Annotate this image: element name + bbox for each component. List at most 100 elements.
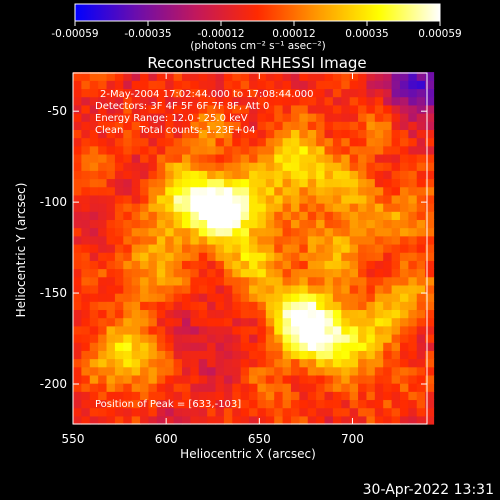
heatmap-cell (131, 399, 141, 409)
heatmap-cell (240, 366, 250, 376)
heatmap-cell (257, 219, 267, 229)
heatmap-cell (349, 366, 359, 376)
heatmap-cell (282, 145, 292, 155)
heatmap-cell (349, 219, 359, 229)
heatmap-cell (399, 145, 409, 155)
heatmap-cell (215, 342, 225, 351)
heatmap-cell (173, 170, 183, 180)
heatmap-cell (399, 235, 409, 245)
heatmap-cell (341, 309, 351, 319)
heatmap-cell (181, 170, 191, 180)
heatmap-cell (156, 391, 166, 401)
heatmap-cell (240, 374, 250, 384)
heatmap-cell (123, 178, 133, 188)
heatmap-cell (358, 317, 368, 327)
heatmap-cell (416, 399, 426, 409)
heatmap-cell (190, 374, 200, 384)
heatmap-cell (89, 391, 99, 401)
heatmap-cell (190, 415, 200, 425)
heatmap-cell (391, 399, 401, 409)
heatmap-cell (316, 194, 326, 204)
heatmap-cell (190, 317, 200, 327)
heatmap-cell (391, 162, 401, 171)
heatmap-cell (282, 309, 292, 319)
heatmap-cell (89, 211, 99, 221)
heatmap-cell (408, 186, 418, 196)
x-axis-label: Heliocentric X (arcsec) (180, 447, 316, 461)
heatmap-cell (341, 96, 351, 106)
heatmap-cell (106, 170, 116, 180)
heatmap-cell (399, 203, 409, 212)
heatmap-cell (307, 243, 317, 253)
heatmap-cell (282, 366, 292, 376)
heatmap-cell (240, 399, 250, 409)
heatmap-cell (181, 72, 191, 81)
heatmap-cell (123, 219, 133, 229)
heatmap-cell (324, 203, 334, 212)
heatmap-cell (282, 235, 292, 245)
heatmap-cell (140, 358, 150, 368)
heatmap-cell (416, 293, 426, 302)
heatmap-cell (332, 113, 342, 122)
heatmap-cell (140, 374, 150, 384)
heatmap-cell (358, 129, 368, 139)
heatmap-cell (148, 104, 158, 114)
heatmap-cell (341, 104, 351, 114)
heatmap-cell (416, 350, 426, 360)
heatmap-cell (223, 276, 233, 286)
heatmap-cell (223, 104, 233, 114)
heatmap-cell (181, 211, 191, 221)
heatmap-cell (341, 399, 351, 409)
heatmap-cell (274, 309, 284, 319)
heatmap-cell (73, 88, 82, 98)
x-tick-label: 700 (341, 432, 364, 446)
heatmap-cell (148, 243, 158, 253)
heatmap-cell (290, 399, 300, 409)
heatmap-cell (366, 342, 376, 351)
heatmap-cell (282, 219, 292, 229)
heatmap-cell (299, 121, 309, 130)
heatmap-cell (265, 325, 275, 335)
heatmap-cell (374, 407, 384, 417)
heatmap-cell (106, 383, 116, 392)
heatmap-cell (257, 358, 267, 368)
heatmap-cell (374, 72, 384, 81)
heatmap-cell (265, 96, 275, 106)
heatmap-cell (408, 194, 418, 204)
heatmap-cell (265, 383, 275, 392)
heatmap-cell (207, 80, 217, 90)
heatmap-cell (165, 407, 175, 417)
heatmap-cell (181, 194, 191, 204)
heatmap-cell (408, 374, 418, 384)
heatmap-cell (131, 170, 141, 180)
heatmap-cell (374, 113, 384, 122)
heatmap-cell (324, 276, 334, 286)
heatmap-cell (425, 301, 435, 311)
heatmap-cell (123, 113, 133, 122)
heatmap-cell (324, 366, 334, 376)
heatmap-cell (274, 260, 284, 270)
heatmap-cell (399, 113, 409, 122)
heatmap-cell (282, 276, 292, 286)
heatmap-cell (73, 203, 82, 212)
heatmap-cell (215, 301, 225, 311)
heatmap-cell (114, 72, 124, 81)
heatmap-cell (307, 129, 317, 139)
heatmap-cell (181, 366, 191, 376)
heatmap-cell (198, 121, 208, 130)
heatmap-cell (207, 235, 217, 245)
heatmap-cell (73, 252, 82, 261)
heatmap-cell (274, 96, 284, 106)
heatmap-cell (274, 350, 284, 360)
heatmap-cell (148, 374, 158, 384)
heatmap-cell (123, 194, 133, 204)
heatmap-cell (290, 333, 300, 343)
heatmap-cell (374, 399, 384, 409)
heatmap-cell (73, 194, 82, 204)
heatmap-cell (148, 121, 158, 130)
heatmap-cell (358, 203, 368, 212)
heatmap-cell (265, 121, 275, 130)
heatmap-cell (148, 178, 158, 188)
heatmap-cell (198, 366, 208, 376)
heatmap-cell (307, 366, 317, 376)
